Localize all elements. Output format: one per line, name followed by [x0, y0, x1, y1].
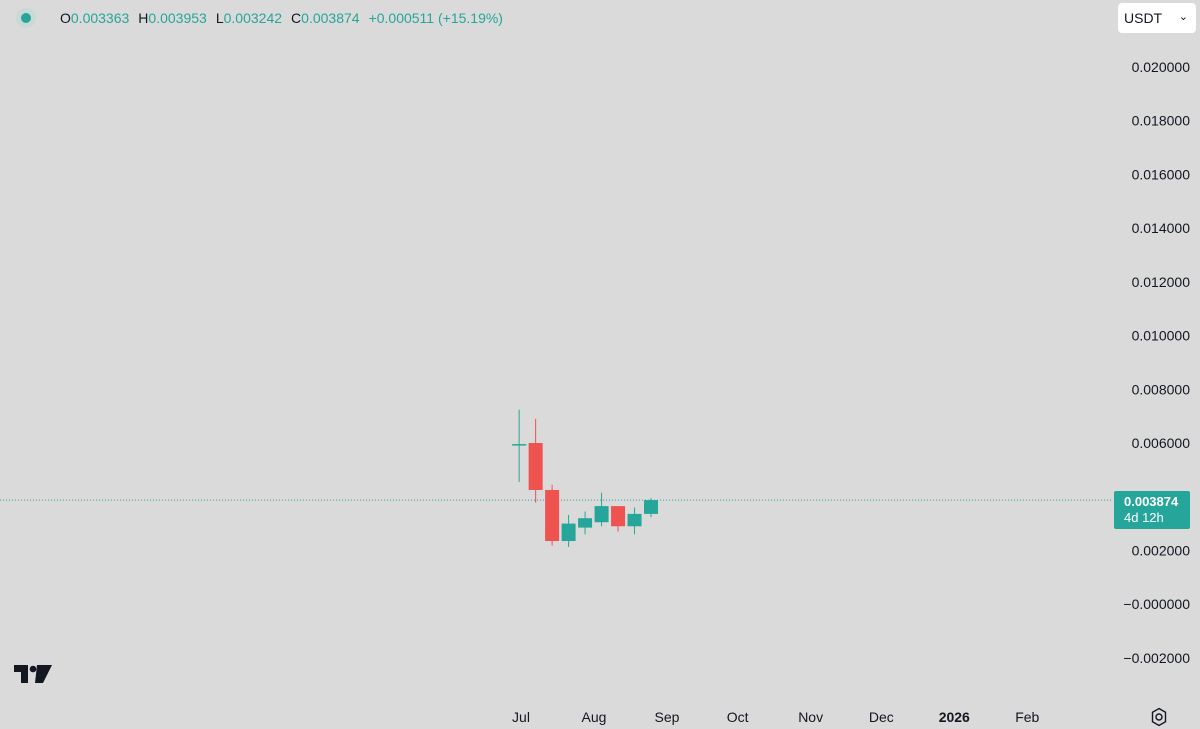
currency-select[interactable]: USDT ⌄ [1118, 3, 1196, 33]
candle[interactable] [561, 514, 576, 547]
price-tick-label: −0.000000 [1123, 596, 1190, 612]
price-tick-label: 0.012000 [1132, 274, 1191, 290]
price-tick-label: −0.002000 [1123, 650, 1190, 666]
close-key: C [291, 10, 302, 26]
low-key: L [215, 10, 224, 26]
price-tick-label: 0.014000 [1132, 220, 1191, 236]
open-key: O [60, 10, 71, 26]
price-tick-label: 0.018000 [1132, 113, 1191, 129]
candle[interactable] [627, 507, 642, 535]
candle-body [545, 489, 560, 542]
candle-body [644, 500, 659, 514]
time-tick-label: Jul [512, 709, 530, 725]
open-value: 0.003363 [70, 10, 130, 26]
candle-body [578, 518, 593, 528]
currency-value: USDT [1124, 10, 1163, 26]
candle-body [627, 513, 642, 527]
price-tick-label: 0.020000 [1132, 59, 1191, 75]
price-tick-label: 0.002000 [1132, 542, 1191, 558]
market-status-icon [16, 8, 36, 28]
ohlc-legend: O 0.003363 H 0.003953 L 0.003242 C 0.003… [16, 8, 503, 28]
time-tick-label: Dec [869, 709, 894, 725]
time-tick-label: Feb [1015, 709, 1039, 725]
time-tick-label: Oct [727, 709, 749, 725]
gear-icon[interactable] [1149, 707, 1169, 727]
tradingview-logo-icon[interactable] [14, 663, 52, 685]
candle[interactable] [512, 409, 527, 482]
change-value: +0.000511 (+15.19%) [368, 10, 503, 26]
time-tick-label: Nov [798, 709, 823, 725]
chevron-down-icon: ⌄ [1178, 11, 1188, 23]
candle[interactable] [545, 484, 560, 546]
high-key: H [138, 10, 149, 26]
last-price-label: 0.003874 4d 12h [1114, 491, 1190, 529]
last-price-value: 0.003874 [1124, 494, 1179, 509]
candle-body [611, 506, 626, 527]
time-tick-label: 2026 [939, 709, 970, 725]
candle[interactable] [594, 492, 609, 527]
candle[interactable] [611, 506, 626, 532]
candle-body [528, 442, 543, 490]
candle[interactable] [578, 511, 593, 535]
high-value: 0.003953 [148, 10, 207, 26]
price-axis[interactable]: 0.020000 0.018000 0.016000 0.014000 0.012000… [1123, 59, 1190, 666]
low-value: 0.003242 [223, 10, 283, 26]
candle[interactable] [644, 498, 659, 518]
candle-body [594, 506, 609, 523]
price-tick-label: 0.016000 [1132, 166, 1191, 182]
time-tick-label: Sep [655, 709, 680, 725]
candle[interactable] [528, 418, 543, 503]
time-tick-label: Aug [582, 709, 607, 725]
candles-group [512, 409, 659, 547]
bar-countdown: 4d 12h [1124, 510, 1164, 525]
candle-body [512, 444, 527, 446]
price-tick-label: 0.006000 [1132, 435, 1191, 451]
time-axis[interactable]: Jul Aug Sep Oct Nov Dec 2026 Feb [512, 709, 1040, 725]
close-value: 0.003874 [301, 10, 360, 26]
candle-body [561, 523, 576, 542]
price-tick-label: 0.010000 [1132, 328, 1191, 344]
price-tick-label: 0.008000 [1132, 381, 1191, 397]
